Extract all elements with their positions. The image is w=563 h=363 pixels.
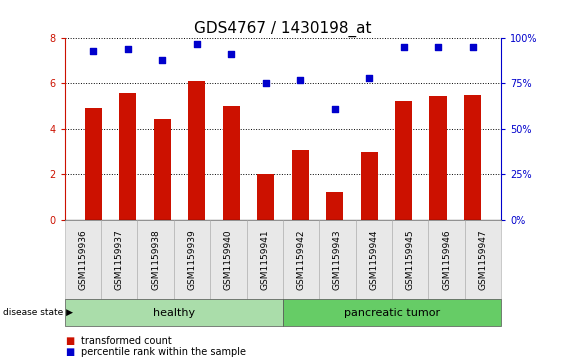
Point xyxy=(330,106,339,112)
Bar xyxy=(292,150,309,220)
Text: pancreatic tumor: pancreatic tumor xyxy=(344,307,440,318)
Title: GDS4767 / 1430198_at: GDS4767 / 1430198_at xyxy=(194,21,372,37)
Text: healthy: healthy xyxy=(153,307,195,318)
Text: disease state ▶: disease state ▶ xyxy=(3,308,73,317)
Bar xyxy=(430,96,447,220)
Text: GSM1159945: GSM1159945 xyxy=(406,229,415,290)
Text: GSM1159937: GSM1159937 xyxy=(115,229,124,290)
Text: percentile rank within the sample: percentile rank within the sample xyxy=(81,347,245,357)
Bar xyxy=(84,109,102,220)
Text: transformed count: transformed count xyxy=(81,336,171,346)
Point xyxy=(123,46,132,52)
Text: GSM1159943: GSM1159943 xyxy=(333,229,342,290)
Text: GSM1159946: GSM1159946 xyxy=(442,229,451,290)
Text: GSM1159944: GSM1159944 xyxy=(369,229,378,290)
Text: ■: ■ xyxy=(65,347,74,357)
Point xyxy=(192,41,201,46)
Bar xyxy=(257,174,274,220)
Point xyxy=(227,52,236,57)
Text: GSM1159940: GSM1159940 xyxy=(224,229,233,290)
Text: GSM1159942: GSM1159942 xyxy=(297,229,306,290)
Point xyxy=(365,75,374,81)
Point xyxy=(89,48,98,54)
Text: GSM1159939: GSM1159939 xyxy=(187,229,196,290)
Bar xyxy=(154,119,171,220)
Point xyxy=(261,81,270,86)
Bar xyxy=(326,192,343,220)
Text: GSM1159947: GSM1159947 xyxy=(479,229,488,290)
Bar xyxy=(188,81,205,220)
Point xyxy=(158,57,167,63)
Text: GSM1159936: GSM1159936 xyxy=(78,229,87,290)
Text: ■: ■ xyxy=(65,336,74,346)
Bar xyxy=(222,106,240,220)
Bar xyxy=(360,152,378,220)
Point xyxy=(399,44,408,50)
Text: GSM1159938: GSM1159938 xyxy=(151,229,160,290)
Bar xyxy=(395,101,412,220)
Point xyxy=(434,44,443,50)
Point xyxy=(296,77,305,83)
Text: GSM1159941: GSM1159941 xyxy=(260,229,269,290)
Bar xyxy=(464,95,481,220)
Bar xyxy=(119,93,136,220)
Point xyxy=(468,44,477,50)
